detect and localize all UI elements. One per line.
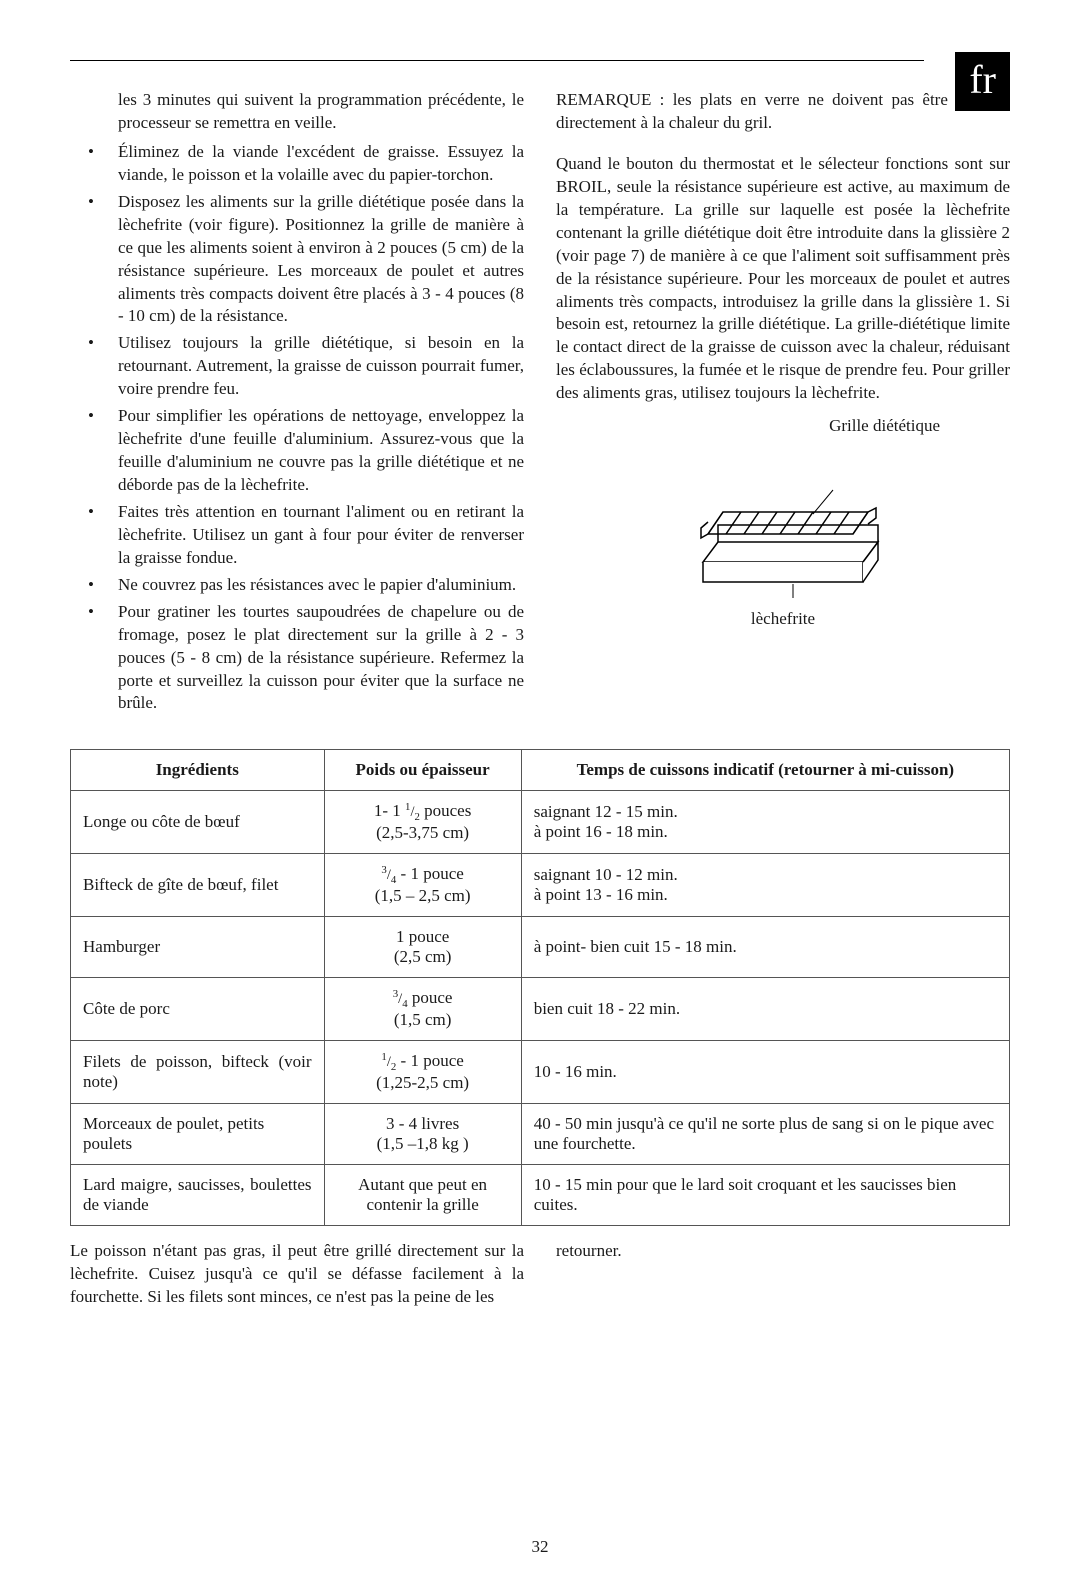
table-row: Côte de porc3/4 pouce(1,5 cm)bien cuit 1…	[71, 978, 1010, 1041]
cell-weight: 1 pouce(2,5 cm)	[324, 917, 521, 978]
table-row: Longe ou côte de bœuf1- 1 1/2 pouces(2,5…	[71, 791, 1010, 854]
cell-ingredient: Hamburger	[71, 917, 325, 978]
cell-weight: 3/4 pouce(1,5 cm)	[324, 978, 521, 1041]
bullet-item: Ne couvrez pas les résistances avec le p…	[70, 574, 524, 597]
footnote-right: retourner.	[556, 1240, 1010, 1309]
table-header-row: Ingrédients Poids ou épaisseur Temps de …	[71, 750, 1010, 791]
cell-time: 10 - 15 min pour que le lard soit croqua…	[521, 1164, 1009, 1225]
figure-label-bottom: lèchefrite	[556, 608, 1010, 631]
table-row: Lard maigre, saucisses, boulettes de via…	[71, 1164, 1010, 1225]
bullet-item: Utilisez toujours la grille diététique, …	[70, 332, 524, 401]
cell-ingredient: Côte de porc	[71, 978, 325, 1041]
bullet-item: Pour simplifier les opérations de nettoy…	[70, 405, 524, 497]
footnote-left: Le poisson n'étant pas gras, il peut êtr…	[70, 1240, 524, 1309]
cell-weight: Autant que peut en contenir la grille	[324, 1164, 521, 1225]
main-paragraph: Quand le bouton du thermostat et le séle…	[556, 153, 1010, 405]
col-header-time: Temps de cuissons indicatif (retourner à…	[521, 750, 1009, 791]
cell-weight: 3/4 - 1 pouce(1,5 – 2,5 cm)	[324, 854, 521, 917]
col-header-weight: Poids ou épaisseur	[324, 750, 521, 791]
bullet-item: Éliminez de la viande l'excédent de grai…	[70, 141, 524, 187]
bullet-list: Éliminez de la viande l'excédent de grai…	[70, 141, 524, 716]
page-number: 32	[0, 1537, 1080, 1557]
right-column: REMARQUE : les plats en verre ne doivent…	[556, 89, 1010, 719]
cell-ingredient: Filets de poisson, bifteck (voir note)	[71, 1041, 325, 1104]
intro-paragraph: les 3 minutes qui suivent la programmati…	[70, 89, 524, 135]
cell-time: saignant 10 - 12 min.à point 13 - 16 min…	[521, 854, 1009, 917]
grill-figure: Grille diététique	[556, 415, 1010, 631]
cell-weight: 1/2 - 1 pouce(1,25-2,5 cm)	[324, 1041, 521, 1104]
cell-weight: 3 - 4 livres(1,5 –1,8 kg )	[324, 1103, 521, 1164]
footnote-row: Le poisson n'étant pas gras, il peut êtr…	[70, 1240, 1010, 1309]
grill-illustration	[663, 442, 903, 602]
cell-ingredient: Longe ou côte de bœuf	[71, 791, 325, 854]
table-row: Morceaux de poulet, petits poulets3 - 4 …	[71, 1103, 1010, 1164]
cell-ingredient: Lard maigre, saucisses, boulettes de via…	[71, 1164, 325, 1225]
table-row: Bifteck de gîte de bœuf, filet3/4 - 1 po…	[71, 854, 1010, 917]
cell-time: saignant 12 - 15 min.à point 16 - 18 min…	[521, 791, 1009, 854]
bullet-item: Pour gratiner les tourtes saupoudrées de…	[70, 601, 524, 716]
cell-time: 10 - 16 min.	[521, 1041, 1009, 1104]
figure-label-top: Grille diététique	[556, 415, 1010, 438]
table-row: Filets de poisson, bifteck (voir note)1/…	[71, 1041, 1010, 1104]
two-column-body: les 3 minutes qui suivent la programmati…	[70, 89, 1010, 719]
bullet-item: Disposez les aliments sur la grille diét…	[70, 191, 524, 329]
top-rule	[70, 60, 924, 61]
cell-ingredient: Bifteck de gîte de bœuf, filet	[71, 854, 325, 917]
table-row: Hamburger1 pouce(2,5 cm)à point- bien cu…	[71, 917, 1010, 978]
bullet-item: Faites très attention en tournant l'alim…	[70, 501, 524, 570]
col-header-ingredients: Ingrédients	[71, 750, 325, 791]
cell-time: 40 - 50 min jusqu'à ce qu'il ne sorte pl…	[521, 1103, 1009, 1164]
left-column: les 3 minutes qui suivent la programmati…	[70, 89, 524, 719]
cell-ingredient: Morceaux de poulet, petits poulets	[71, 1103, 325, 1164]
cell-time: bien cuit 18 - 22 min.	[521, 978, 1009, 1041]
cell-weight: 1- 1 1/2 pouces(2,5-3,75 cm)	[324, 791, 521, 854]
cooking-table: Ingrédients Poids ou épaisseur Temps de …	[70, 749, 1010, 1226]
cell-time: à point- bien cuit 15 - 18 min.	[521, 917, 1009, 978]
language-tag: fr	[955, 52, 1010, 111]
note-paragraph: REMARQUE : les plats en verre ne doivent…	[556, 89, 1010, 135]
